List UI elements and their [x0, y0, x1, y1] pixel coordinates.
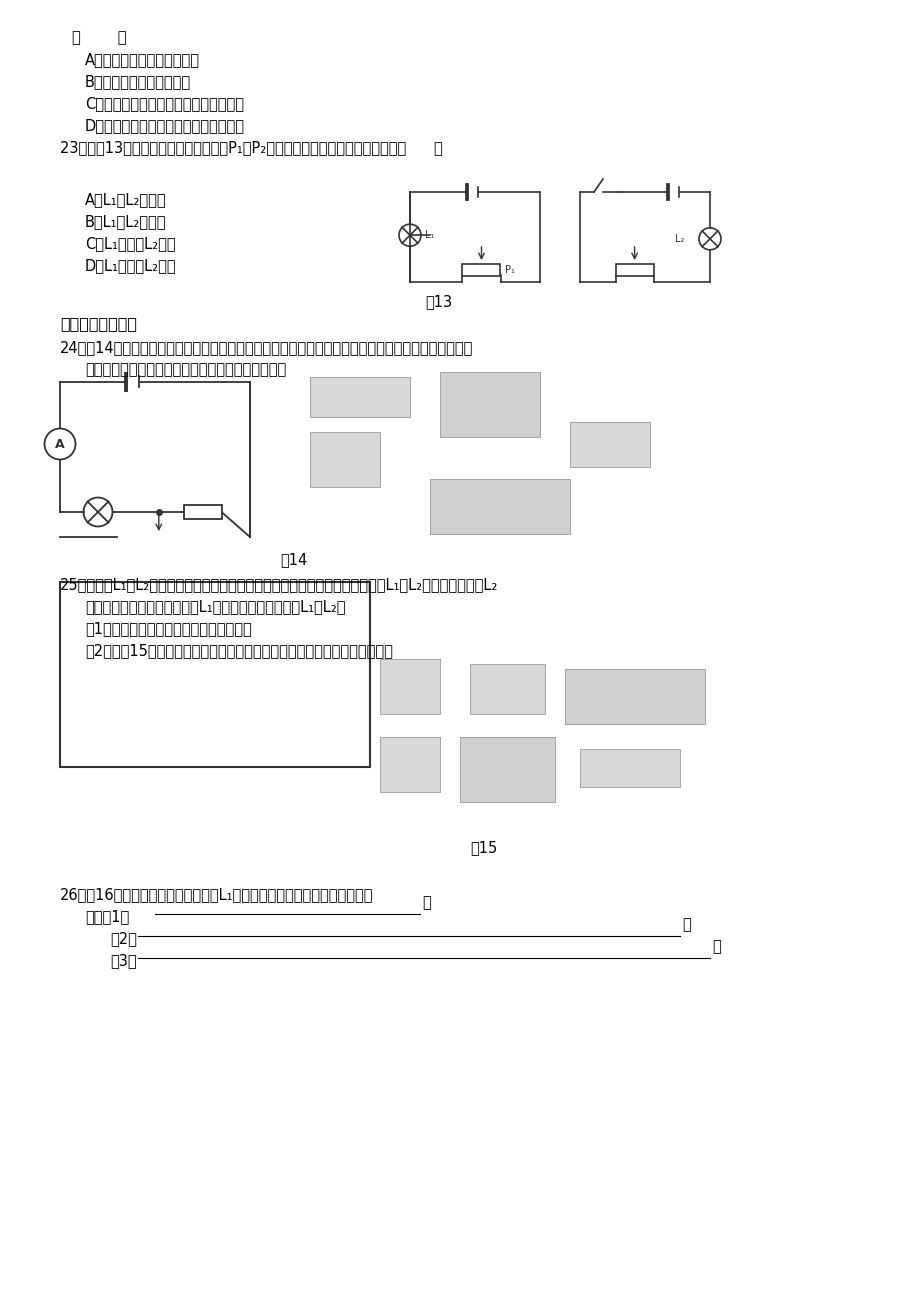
Text: （2）: （2） [110, 931, 137, 947]
Text: 三、实验与作图题: 三、实验与作图题 [60, 316, 137, 331]
Bar [380, 659, 439, 713]
Bar [570, 422, 650, 467]
Text: 是：（1）: 是：（1） [85, 909, 129, 924]
Bar [462, 264, 500, 276]
Text: D．ＣＤ段电阵大，电流与ＡＢ段相等。: D．ＣＤ段电阵大，电流与ＡＢ段相等。 [85, 118, 244, 133]
Bar [60, 582, 369, 767]
Bar [429, 479, 570, 534]
Text: 。: 。 [711, 939, 720, 954]
Text: D．L₁变亮，L₂变暗: D．L₁变亮，L₂变暗 [85, 258, 176, 273]
Text: C．L₁变暗，L₂变亮: C．L₁变暗，L₂变亮 [85, 236, 176, 251]
Text: P₁: P₁ [504, 266, 514, 275]
Circle shape [44, 428, 75, 460]
Text: 图15: 图15 [470, 840, 496, 855]
Bar [460, 737, 554, 802]
Bar [615, 264, 652, 276]
Text: ；: ； [422, 894, 430, 910]
Bar [564, 669, 704, 724]
Text: L₁: L₁ [425, 230, 434, 240]
Text: 对应的实物图。（为便于检查，导线最好不要交叉）: 对应的实物图。（为便于检查，导线最好不要交叉） [85, 362, 286, 378]
Bar [470, 664, 544, 713]
Bar [439, 372, 539, 437]
Bar [579, 749, 679, 786]
Text: 25、两盏灯L₁、L₂，一只电流表、一个滑动变阵器、电源及开关各一个，要求：L₁和L₂并联；电流表测L₂: 25、两盏灯L₁、L₂，一只电流表、一个滑动变阵器、电源及开关各一个，要求：L₁… [60, 577, 498, 592]
Bar [183, 505, 221, 519]
Text: （        ）: （ ） [72, 30, 127, 46]
Text: （2）在图15所示的元件中，用笔画线代替导线，按电路图连接图示的实物。: （2）在图15所示的元件中，用笔画线代替导线，按电路图连接图示的实物。 [85, 643, 392, 658]
Bar [310, 432, 380, 487]
Text: A: A [55, 437, 64, 450]
Text: C．ＡＢ段电阵大，电流与ＣＤ段相等；: C．ＡＢ段电阵大，电流与ＣＤ段相等； [85, 96, 244, 111]
Text: ；: ； [681, 917, 690, 932]
Text: （1）在实线框内画出满足要求的电路图；: （1）在实线框内画出满足要求的电路图； [85, 621, 252, 635]
Bar [380, 737, 439, 792]
Text: 的电流，滑动变阵器只控制灯L₁的电流，开关能控制灯L₁、L₂。: 的电流，滑动变阵器只控制灯L₁的电流，开关能控制灯L₁、L₂。 [85, 599, 346, 615]
Text: 24、图14是用滑动变阵器改变电流大小的电路图及有关元件示意图，用笔画线代替导线，按电路图连接: 24、图14是用滑动变阵器改变电流大小的电路图及有关元件示意图，用笔画线代替导线… [60, 340, 473, 355]
Text: （3）: （3） [110, 953, 137, 967]
Text: B．L₁和L₂都变亮: B．L₁和L₂都变亮 [85, 214, 166, 229]
Text: 23、如图13所示，两滑动变阵器的滑片P₁，P₂都向右滑动时，下列说法正确的是（      ）: 23、如图13所示，两滑动变阵器的滑片P₁，P₂都向右滑动时，下列说法正确的是（… [60, 141, 442, 155]
Text: 26、图16所示是某同学用电压表测灯L₁两端电压的实物图，其中的三处错误: 26、图16所示是某同学用电压表测灯L₁两端电压的实物图，其中的三处错误 [60, 887, 373, 902]
Text: A．ＡＢ段电阵大，电流小；: A．ＡＢ段电阵大，电流小； [85, 52, 199, 66]
Text: 图14: 图14 [279, 552, 307, 566]
Text: 图13: 图13 [425, 294, 451, 309]
Text: L₂: L₂ [675, 234, 684, 243]
Bar [310, 378, 410, 417]
Text: A．L₁和L₂都变暗: A．L₁和L₂都变暗 [85, 191, 166, 207]
Text: B．ＣＤ段电阵大电流大；: B．ＣＤ段电阵大电流大； [85, 74, 191, 89]
